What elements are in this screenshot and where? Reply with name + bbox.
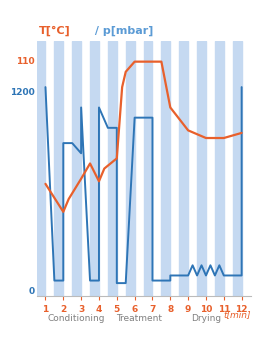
Text: Conditioning: Conditioning: [48, 314, 105, 323]
Bar: [90, 41, 99, 296]
Text: 0: 0: [28, 287, 34, 296]
Bar: [161, 41, 170, 296]
Bar: [108, 41, 117, 296]
Bar: [144, 41, 152, 296]
Bar: [197, 41, 206, 296]
Text: 110: 110: [16, 57, 34, 66]
Bar: [179, 41, 188, 296]
Text: t[min]: t[min]: [223, 310, 251, 319]
Bar: [233, 41, 242, 296]
Text: T[°C]: T[°C]: [39, 26, 71, 36]
Bar: [215, 41, 224, 296]
Bar: [37, 41, 45, 296]
Bar: [54, 41, 63, 296]
Text: Treatment: Treatment: [116, 314, 162, 323]
Bar: [126, 41, 135, 296]
Text: 1200: 1200: [10, 88, 34, 97]
Text: Drying: Drying: [191, 314, 221, 323]
Bar: [72, 41, 81, 296]
Text: / p[mbar]: / p[mbar]: [91, 26, 154, 36]
